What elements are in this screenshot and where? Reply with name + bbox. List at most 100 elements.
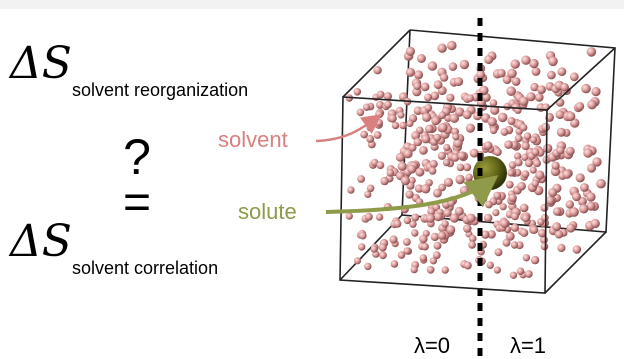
particle bbox=[458, 151, 467, 160]
particle bbox=[494, 148, 502, 156]
particle bbox=[466, 124, 475, 133]
particle bbox=[569, 207, 579, 217]
particle bbox=[398, 251, 406, 259]
particle bbox=[506, 181, 514, 189]
particle bbox=[573, 245, 582, 254]
particle bbox=[558, 67, 567, 76]
particle bbox=[530, 226, 538, 234]
particle bbox=[587, 100, 597, 110]
particle bbox=[376, 213, 383, 220]
particle bbox=[417, 54, 426, 63]
particle bbox=[494, 267, 501, 274]
particle bbox=[379, 244, 387, 252]
subscript: solvent correlation bbox=[72, 258, 218, 278]
particle bbox=[587, 47, 597, 57]
particle bbox=[460, 60, 469, 69]
particle bbox=[406, 120, 413, 127]
particle bbox=[556, 146, 564, 154]
particle bbox=[444, 178, 453, 187]
particle bbox=[426, 214, 435, 223]
particle bbox=[572, 192, 581, 201]
particle bbox=[547, 71, 556, 80]
particle bbox=[541, 214, 549, 222]
particle bbox=[495, 248, 503, 256]
particle bbox=[532, 180, 539, 187]
particle bbox=[535, 170, 544, 179]
particle bbox=[515, 134, 523, 142]
particle bbox=[419, 235, 428, 244]
particle bbox=[520, 204, 529, 213]
particle bbox=[508, 117, 516, 125]
particle bbox=[405, 190, 413, 198]
particle bbox=[525, 159, 533, 167]
particle bbox=[401, 176, 410, 185]
particle bbox=[413, 82, 421, 90]
particle bbox=[391, 260, 399, 268]
particle bbox=[430, 160, 438, 168]
particle bbox=[438, 231, 446, 239]
particle bbox=[464, 262, 472, 270]
particle bbox=[357, 175, 365, 183]
particle bbox=[504, 140, 513, 149]
particle bbox=[433, 134, 441, 142]
particle bbox=[511, 224, 519, 232]
particle bbox=[357, 109, 365, 117]
particle bbox=[431, 233, 439, 241]
particle bbox=[452, 133, 459, 140]
subscript: solvent reorganization bbox=[72, 80, 248, 100]
particle bbox=[520, 229, 528, 237]
particle bbox=[485, 201, 493, 209]
particle bbox=[443, 159, 450, 166]
particle bbox=[520, 124, 528, 132]
particles bbox=[346, 41, 606, 279]
delta-s: ΔS bbox=[8, 216, 72, 267]
particle bbox=[553, 207, 562, 216]
particle bbox=[506, 86, 516, 96]
lambda-label: λ=0 bbox=[414, 333, 450, 358]
particle bbox=[575, 102, 584, 111]
particle bbox=[500, 219, 509, 228]
particle bbox=[566, 200, 574, 208]
figure: ΔS solvent reorganization ? = ΔS solvent… bbox=[0, 0, 624, 359]
particle bbox=[398, 162, 407, 171]
particle bbox=[488, 117, 497, 126]
particle bbox=[507, 69, 517, 79]
particle bbox=[509, 194, 517, 202]
particle bbox=[421, 135, 430, 144]
particle bbox=[522, 214, 530, 222]
particle bbox=[497, 69, 506, 78]
particle bbox=[421, 83, 430, 92]
particle bbox=[367, 185, 375, 193]
particle bbox=[425, 104, 433, 112]
particle bbox=[365, 213, 373, 221]
particle bbox=[507, 169, 514, 176]
particle bbox=[358, 243, 365, 250]
particle bbox=[596, 179, 606, 189]
particle bbox=[438, 152, 446, 160]
particle bbox=[388, 114, 396, 122]
particle bbox=[403, 238, 411, 246]
particle bbox=[411, 229, 418, 236]
particle bbox=[548, 57, 558, 67]
particle bbox=[434, 212, 443, 221]
particle bbox=[463, 224, 472, 233]
particle bbox=[492, 209, 499, 216]
particle bbox=[511, 241, 518, 248]
particle bbox=[411, 266, 418, 273]
particle bbox=[439, 111, 447, 119]
particle bbox=[438, 123, 447, 132]
particle bbox=[354, 257, 361, 264]
delta-s: ΔS bbox=[8, 38, 72, 89]
particle bbox=[379, 251, 387, 259]
particle bbox=[484, 55, 493, 64]
particle bbox=[501, 128, 509, 136]
particle bbox=[389, 235, 397, 243]
particle bbox=[535, 93, 544, 102]
particle bbox=[414, 138, 422, 146]
particle bbox=[384, 101, 392, 109]
particle bbox=[419, 146, 428, 155]
particle bbox=[484, 141, 493, 150]
particle bbox=[347, 186, 354, 193]
particle bbox=[392, 122, 399, 129]
particle bbox=[503, 239, 511, 247]
